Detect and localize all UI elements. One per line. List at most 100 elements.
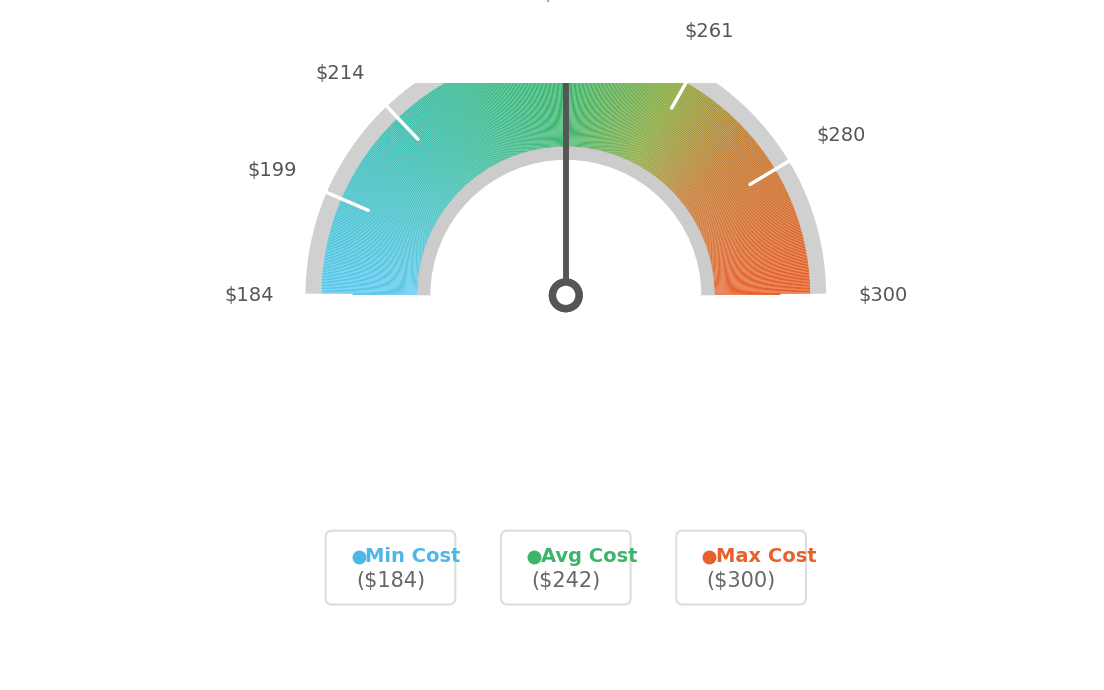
Wedge shape — [701, 273, 809, 284]
Wedge shape — [331, 227, 436, 258]
Wedge shape — [657, 114, 731, 195]
Wedge shape — [327, 242, 434, 266]
Wedge shape — [507, 58, 533, 164]
Wedge shape — [380, 136, 463, 208]
Wedge shape — [701, 270, 809, 283]
Wedge shape — [680, 164, 773, 224]
Wedge shape — [533, 53, 549, 161]
Wedge shape — [660, 120, 737, 199]
Text: $280: $280 — [816, 126, 866, 145]
Wedge shape — [425, 95, 488, 185]
Wedge shape — [671, 142, 757, 211]
Wedge shape — [516, 56, 539, 163]
Wedge shape — [528, 54, 545, 161]
Wedge shape — [321, 290, 431, 294]
Wedge shape — [684, 176, 779, 230]
Wedge shape — [390, 125, 469, 201]
Wedge shape — [393, 121, 470, 199]
Wedge shape — [322, 279, 431, 287]
Wedge shape — [339, 202, 440, 245]
Wedge shape — [680, 163, 772, 223]
Wedge shape — [566, 51, 569, 160]
Wedge shape — [694, 220, 798, 254]
Wedge shape — [563, 51, 565, 160]
Wedge shape — [679, 161, 771, 221]
Wedge shape — [384, 130, 466, 204]
Wedge shape — [421, 97, 486, 186]
Wedge shape — [422, 97, 487, 186]
Wedge shape — [616, 68, 659, 170]
Wedge shape — [607, 62, 641, 166]
Wedge shape — [426, 94, 489, 184]
Wedge shape — [627, 77, 678, 175]
Wedge shape — [418, 99, 485, 187]
Wedge shape — [636, 86, 694, 180]
Wedge shape — [344, 191, 443, 239]
Wedge shape — [370, 148, 458, 215]
Wedge shape — [399, 116, 474, 197]
Wedge shape — [699, 250, 806, 270]
Wedge shape — [571, 51, 576, 160]
Wedge shape — [417, 146, 714, 295]
Wedge shape — [551, 51, 559, 160]
Wedge shape — [532, 53, 548, 161]
Wedge shape — [693, 215, 797, 252]
Wedge shape — [410, 106, 480, 191]
Wedge shape — [692, 208, 795, 248]
Wedge shape — [512, 57, 537, 163]
Wedge shape — [694, 218, 798, 253]
Wedge shape — [379, 137, 463, 208]
Wedge shape — [347, 186, 445, 235]
Wedge shape — [428, 92, 490, 184]
Wedge shape — [682, 171, 777, 227]
Wedge shape — [378, 139, 461, 209]
Wedge shape — [321, 294, 431, 295]
Wedge shape — [545, 52, 555, 160]
Wedge shape — [597, 57, 624, 164]
Wedge shape — [326, 248, 433, 270]
Wedge shape — [559, 51, 562, 160]
Wedge shape — [531, 53, 548, 161]
Wedge shape — [467, 71, 512, 171]
Wedge shape — [649, 103, 718, 189]
Wedge shape — [701, 279, 809, 287]
Wedge shape — [701, 277, 809, 286]
Wedge shape — [700, 262, 808, 277]
Wedge shape — [349, 181, 446, 233]
Wedge shape — [433, 90, 492, 182]
Wedge shape — [647, 100, 714, 188]
Wedge shape — [576, 52, 586, 160]
Wedge shape — [654, 110, 726, 193]
Wedge shape — [624, 75, 671, 173]
Wedge shape — [323, 260, 432, 277]
Wedge shape — [692, 210, 795, 248]
Wedge shape — [671, 141, 756, 210]
Wedge shape — [328, 236, 434, 264]
Wedge shape — [322, 270, 431, 283]
Wedge shape — [543, 52, 554, 161]
Wedge shape — [386, 128, 467, 203]
Wedge shape — [694, 217, 798, 253]
Wedge shape — [487, 63, 523, 167]
Wedge shape — [325, 257, 432, 275]
Wedge shape — [326, 251, 433, 272]
Wedge shape — [323, 259, 432, 276]
Wedge shape — [455, 77, 505, 175]
Wedge shape — [620, 72, 666, 172]
Wedge shape — [641, 92, 703, 184]
Wedge shape — [449, 79, 502, 176]
Wedge shape — [403, 112, 476, 195]
Wedge shape — [306, 35, 826, 295]
Wedge shape — [397, 117, 473, 197]
Wedge shape — [682, 170, 776, 226]
Wedge shape — [371, 147, 458, 214]
Wedge shape — [698, 241, 805, 266]
Wedge shape — [700, 257, 807, 275]
Wedge shape — [666, 130, 747, 204]
Wedge shape — [404, 111, 477, 194]
Wedge shape — [592, 55, 615, 163]
Wedge shape — [617, 69, 660, 170]
Wedge shape — [591, 55, 612, 162]
Wedge shape — [374, 142, 460, 211]
Wedge shape — [336, 213, 438, 250]
